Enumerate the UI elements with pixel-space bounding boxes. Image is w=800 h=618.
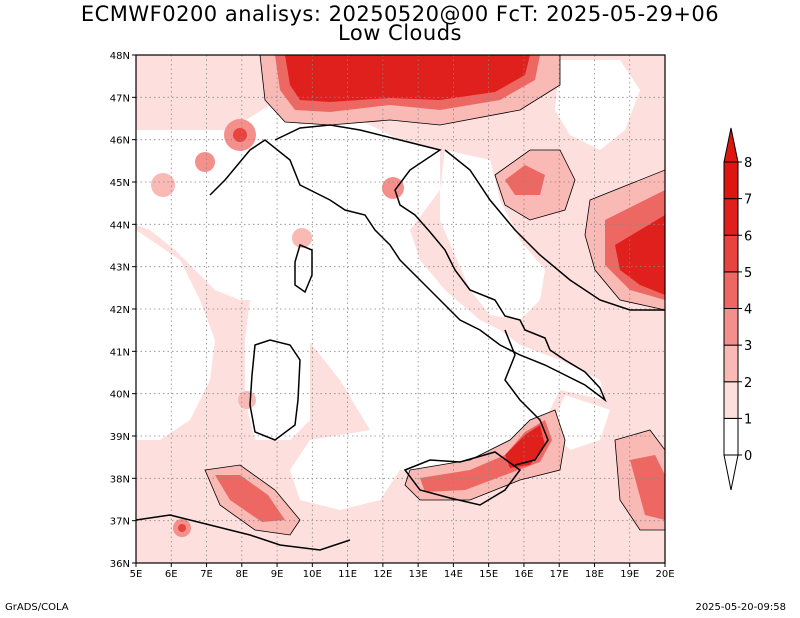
clear-area-balkans <box>440 150 545 320</box>
lat-tick-label: 36N <box>110 559 130 570</box>
lat-tick-label: 39N <box>110 432 130 443</box>
lon-tick-label: 19E <box>620 569 639 580</box>
colorbar-min-arrow <box>723 454 739 491</box>
clear-area-sicily-sea <box>290 430 400 510</box>
lon-tick-label: 14E <box>444 569 463 580</box>
clear-area-sardinia <box>245 300 310 440</box>
colorbar-label: 1 <box>744 412 752 427</box>
longitude-tick-labels: 5E 6E 7E 8E 9E 10E 11E 12E 13E 14E 15E 16E 17E 18E 19E… <box>130 563 675 580</box>
lat-tick-label: 37N <box>110 517 130 528</box>
colorbar-swatch <box>723 417 739 456</box>
lat-tick-label: 48N <box>110 51 130 62</box>
colorbar-swatch <box>723 308 739 346</box>
colorbar-swatch <box>723 381 739 419</box>
lat-tick-label: 42N <box>110 305 130 316</box>
clear-area-ne <box>555 60 640 150</box>
footer-credit: GrADS/COLA <box>5 602 69 613</box>
lat-tick-label: 46N <box>110 136 130 147</box>
map-grid <box>136 55 665 563</box>
colorbar-label: 4 <box>744 303 752 318</box>
colorbar-swatch <box>723 344 739 383</box>
italy-outline <box>209 124 607 403</box>
lon-tick-label: 13E <box>409 569 428 580</box>
cloud-contours <box>204 55 665 536</box>
footer-timestamp: 2025-05-20-09:58 <box>695 602 786 613</box>
lon-tick-label: 15E <box>479 569 498 580</box>
lon-tick-label: 11E <box>338 569 357 580</box>
colorbar-swatch <box>723 271 739 309</box>
cloud-cell-venezia <box>382 177 404 199</box>
balkan-coast <box>444 149 665 311</box>
coastlines <box>136 124 665 551</box>
colorbar: 0 1 2 3 4 5 6 7 8 <box>723 127 752 491</box>
colorbar-label: 7 <box>744 193 752 208</box>
lat-tick-label: 44N <box>110 220 130 231</box>
clear-area-italy <box>136 105 605 470</box>
cloud-east-l6 <box>615 215 665 295</box>
corsica-outline <box>294 243 313 294</box>
lon-tick-label: 5E <box>130 569 143 580</box>
cloud-cell-alps-west <box>195 152 215 172</box>
lon-tick-label: 17E <box>550 569 569 580</box>
lon-tick-label: 9E <box>271 569 284 580</box>
lat-tick-label: 40N <box>110 390 130 401</box>
cloud-cell-lyon <box>151 173 175 197</box>
lon-tick-label: 8E <box>235 569 248 580</box>
cloud-tunisia-l4 <box>215 475 285 522</box>
lat-tick-label: 47N <box>110 93 130 104</box>
colorbar-swatch <box>723 234 739 273</box>
cloud-band-alps-l6 <box>285 55 530 102</box>
lat-tick-label: 43N <box>110 263 130 274</box>
clear-area-west <box>136 230 215 440</box>
italy-south <box>504 329 549 466</box>
colorbar-swatch <box>723 161 739 200</box>
lat-tick-label: 45N <box>110 178 130 189</box>
lon-tick-label: 7E <box>200 569 213 580</box>
chart-title: ECMWF0200 analisys: 20250520@00 FcT: 202… <box>80 2 720 26</box>
cloud-cell-africa-core <box>178 524 186 532</box>
sardinia-outline <box>249 339 301 441</box>
colorbar-label: 5 <box>744 266 752 281</box>
colorbar-label: 6 <box>744 229 752 244</box>
low-cloud-field <box>136 55 665 537</box>
lon-tick-label: 20E <box>655 569 674 580</box>
cloud-cell-france-core <box>233 128 247 142</box>
lon-tick-label: 18E <box>585 569 604 580</box>
latitude-tick-labels: 36N 37N 38N 39N 40N 41N 42N 43N 44N 45N 46N 47N 48N <box>110 51 136 570</box>
chart-subtitle: Low Clouds <box>338 21 462 45</box>
cloud-greece-l4 <box>630 455 665 520</box>
lat-tick-label: 41N <box>110 347 130 358</box>
colorbar-swatch <box>723 198 739 236</box>
colorbar-label: 2 <box>744 376 752 391</box>
cloud-cell-sardinia-w <box>238 391 256 409</box>
lon-tick-label: 6E <box>165 569 178 580</box>
africa-coast <box>136 514 351 551</box>
colorbar-label: 0 <box>744 449 752 464</box>
sicily-outline <box>403 451 522 506</box>
colorbar-label: 3 <box>744 339 752 354</box>
cloud-cell-corsica <box>292 228 312 248</box>
cloud-croatia-l4 <box>505 165 545 195</box>
lat-tick-label: 38N <box>110 474 130 485</box>
colorbar-max-arrow <box>723 127 739 163</box>
colorbar-label: 8 <box>744 156 752 171</box>
lon-tick-label: 16E <box>514 569 533 580</box>
lon-tick-label: 12E <box>373 569 392 580</box>
cloud-south-l6 <box>505 425 545 468</box>
lon-tick-label: 10E <box>303 569 322 580</box>
